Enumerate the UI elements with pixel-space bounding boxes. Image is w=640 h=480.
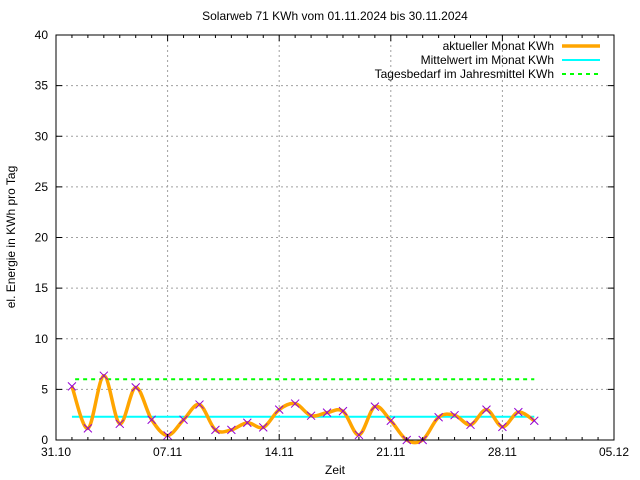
data-point — [115, 419, 125, 429]
data-point — [179, 415, 188, 425]
data-point — [227, 425, 236, 435]
data-point — [498, 422, 507, 432]
data-point — [338, 406, 348, 416]
chart-title: Solarweb 71 KWh vom 01.11.2024 bis 30.11… — [202, 9, 468, 23]
data-point — [242, 418, 252, 428]
data-point — [83, 424, 93, 433]
x-tick-label: 28.11 — [488, 445, 517, 459]
series-layer — [67, 371, 539, 445]
x-tick-label: 31.10 — [41, 445, 71, 459]
data-point — [386, 416, 396, 426]
data-point — [147, 415, 157, 425]
grid — [56, 35, 614, 440]
legend-label: Mittelwert im Monat KWh — [421, 53, 554, 67]
y-tick-label: 15 — [35, 281, 49, 295]
x-tick-label: 14.11 — [265, 445, 294, 459]
data-point — [131, 382, 141, 392]
y-axis-label: el. Energie in KWh pro Tag — [4, 166, 18, 309]
legend-label: aktueller Monat KWh — [443, 39, 554, 53]
data-point — [466, 420, 475, 430]
y-tick-label: 35 — [35, 79, 49, 93]
data-point — [306, 411, 316, 421]
data-point — [274, 405, 284, 414]
data-point — [370, 402, 380, 411]
ticks: 0 5 10 15 20 25 30 35 40 31.10 07.11 14.11 21.11 28.1… — [35, 28, 630, 459]
data-point — [450, 410, 459, 420]
x-tick-label: 21.11 — [376, 445, 405, 459]
data-point — [99, 371, 109, 381]
y-tick-label: 25 — [35, 180, 49, 194]
data-point — [354, 430, 364, 440]
data-point — [211, 425, 220, 435]
data-point — [290, 399, 300, 408]
x-axis-label: Zeit — [325, 463, 346, 477]
y-tick-label: 5 — [41, 382, 48, 396]
y-tick-label: 30 — [35, 129, 49, 143]
data-point — [513, 407, 523, 417]
y-tick-label: 0 — [41, 433, 48, 447]
data-point — [482, 405, 491, 414]
data-point — [258, 422, 268, 432]
x-tick-label: 05.12 — [599, 445, 629, 459]
data-point — [195, 400, 204, 409]
y-tick-label: 10 — [35, 332, 49, 346]
data-point — [67, 381, 77, 391]
series-line-aktueller-monat — [70, 373, 536, 445]
data-point — [529, 416, 539, 426]
legend-label: Tagesbedarf im Jahresmittel KWh — [375, 67, 554, 81]
data-point — [322, 408, 332, 418]
data-point — [434, 412, 443, 422]
x-tick-label: 07.11 — [153, 445, 182, 459]
y-tick-label: 40 — [35, 28, 49, 42]
y-tick-label: 20 — [35, 231, 49, 245]
